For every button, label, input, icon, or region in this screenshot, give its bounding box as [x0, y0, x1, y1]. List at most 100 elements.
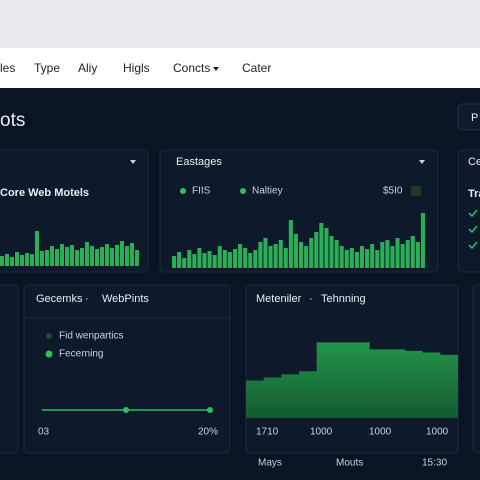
- bar: [415, 242, 420, 268]
- bar: [135, 250, 139, 266]
- legend-dot: [240, 188, 246, 194]
- bar: [253, 250, 258, 268]
- bar: [212, 255, 217, 268]
- bar: [120, 241, 124, 266]
- value-icon: [411, 186, 421, 196]
- bar: [10, 257, 14, 266]
- bar: [334, 240, 339, 268]
- bar: [304, 246, 309, 268]
- legend-dot: [46, 333, 52, 339]
- bar: [283, 248, 288, 268]
- bar: [125, 246, 129, 266]
- panel: [0, 284, 19, 454]
- bar: [217, 246, 222, 268]
- bar: [344, 250, 349, 268]
- panel-caret[interactable]: [419, 160, 425, 164]
- bar: [243, 248, 248, 268]
- axis-label: 1710: [256, 427, 279, 438]
- bar: [192, 254, 197, 268]
- bar: [90, 246, 94, 266]
- bar: [100, 247, 104, 266]
- bar: [319, 223, 324, 268]
- bar: [293, 234, 298, 268]
- panel-tab[interactable]: WebPints: [102, 293, 149, 305]
- check-icons: [468, 209, 478, 250]
- bar: [232, 249, 238, 268]
- nav-item[interactable]: Aliy: [78, 61, 97, 75]
- bar: [65, 247, 69, 266]
- panel-caret[interactable]: [130, 160, 136, 164]
- axis-label: 1000: [310, 427, 333, 438]
- axis-label: 1000: [369, 427, 392, 438]
- bar: [25, 253, 29, 266]
- footer-label: 15:30: [422, 458, 447, 469]
- page-title: ots: [0, 110, 25, 131]
- bar: [263, 238, 268, 268]
- bar: [395, 238, 400, 268]
- bar: [359, 246, 365, 268]
- bar: [278, 240, 283, 268]
- bar: [110, 248, 114, 266]
- bar: [207, 251, 212, 268]
- legend-label: Naltiey: [252, 186, 283, 197]
- bar: [187, 250, 192, 268]
- bar: [70, 245, 74, 266]
- panel: [159, 149, 439, 273]
- nav-item[interactable]: Type: [34, 61, 60, 75]
- bar: [35, 231, 39, 266]
- bar: [314, 232, 319, 268]
- legend-label: Fecerning: [59, 349, 103, 360]
- bar: [420, 213, 425, 268]
- axis-label: 20%: [198, 427, 218, 438]
- bar: [299, 242, 304, 268]
- separator: ·: [85, 293, 89, 305]
- bar: [410, 236, 415, 268]
- panel-value: $5I0: [383, 186, 403, 197]
- bar: [105, 244, 109, 266]
- panel-subtitle: Tra: [468, 188, 480, 200]
- bar: [197, 248, 202, 268]
- header-button[interactable]: [457, 103, 480, 131]
- bar: [95, 249, 99, 266]
- panel-tab[interactable]: Tehnning: [321, 293, 366, 305]
- bar: [222, 250, 227, 268]
- bar: [55, 249, 59, 266]
- bar: [227, 252, 232, 268]
- panel: [457, 149, 480, 273]
- panel: [23, 284, 231, 454]
- panel-title: Ce: [468, 156, 480, 168]
- line-point: [207, 407, 213, 413]
- dropdown-caret: [213, 67, 219, 71]
- bar: [273, 244, 278, 268]
- bar: [385, 240, 390, 268]
- nav-item[interactable]: Higls: [123, 61, 150, 75]
- axis-label: 03: [38, 427, 50, 438]
- bar: [248, 253, 253, 268]
- bar: [177, 252, 182, 268]
- bar: [80, 248, 84, 266]
- bar: [238, 244, 243, 268]
- bar: [400, 244, 405, 268]
- nav-item[interactable]: les: [0, 61, 15, 75]
- bar: [268, 246, 273, 268]
- area-series: [246, 342, 458, 418]
- axis-label: 1000: [426, 427, 449, 438]
- bar: [75, 250, 79, 266]
- panel-title: Core Web Motels: [0, 187, 89, 199]
- bar: [45, 250, 49, 266]
- browser-chrome: [0, 0, 480, 48]
- nav-item[interactable]: Concts: [173, 61, 210, 75]
- panel-title: Gecemks: [36, 293, 83, 305]
- button-label[interactable]: P: [471, 112, 478, 124]
- nav-bar: [0, 48, 480, 88]
- footer-label: Mouts: [336, 458, 363, 469]
- legend-label: FIIS: [192, 186, 211, 197]
- bar: [349, 248, 354, 268]
- nav-item[interactable]: Cater: [242, 61, 271, 75]
- bar: [324, 228, 329, 268]
- bar: [390, 246, 395, 268]
- legend-dot: [180, 188, 186, 194]
- bar: [85, 242, 89, 266]
